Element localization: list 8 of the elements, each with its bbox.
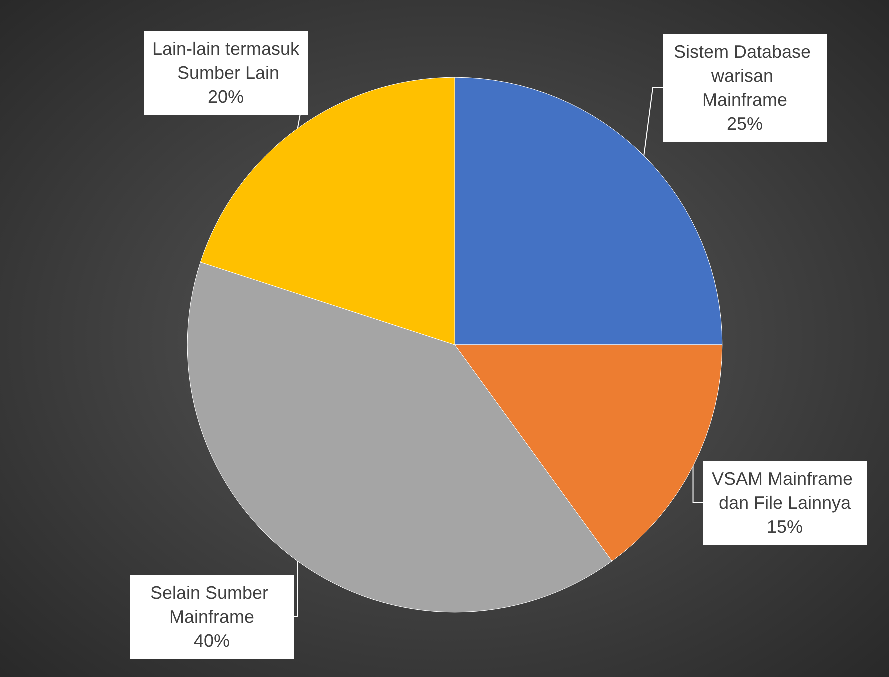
slice-label: Lain-lain termasuk Sumber Lain (152, 39, 301, 83)
data-label: 25% (726, 114, 764, 134)
slice-label: Selain Sumber Mainframe (150, 583, 274, 627)
data-label: 20% (208, 87, 244, 107)
data-label: 40% (194, 631, 230, 651)
slice-label: Sistem Database warisan Mainframe (674, 42, 816, 110)
slice-label: VSAM Mainframe dan File Lainnya (712, 469, 858, 513)
data-label: 15% (766, 517, 804, 537)
